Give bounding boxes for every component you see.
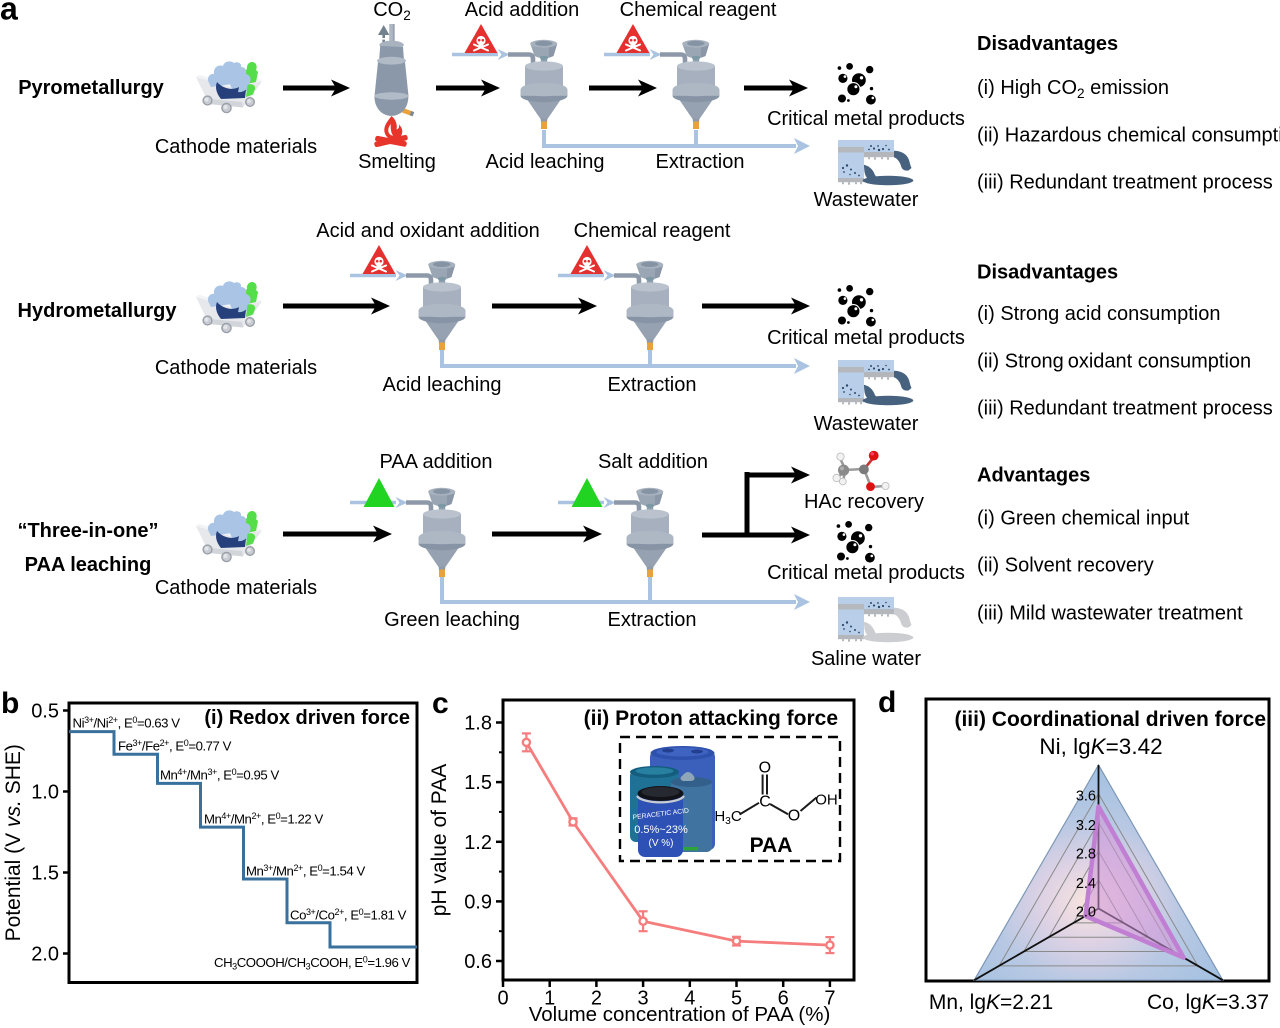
- svg-text:Acid and oxidant addition: Acid and oxidant addition: [316, 220, 540, 242]
- svg-text:Salt addition: Salt addition: [598, 451, 708, 473]
- svg-text:(ii) Solvent recovery: (ii) Solvent recovery: [977, 555, 1154, 577]
- svg-text:PAA leaching: PAA leaching: [25, 554, 152, 576]
- svg-text:(i) Strong acid consumption: (i) Strong acid consumption: [977, 303, 1220, 325]
- svg-text:Critical metal products: Critical metal products: [767, 108, 965, 130]
- svg-text:Acid leaching: Acid leaching: [486, 151, 605, 173]
- svg-text:2: 2: [591, 988, 602, 1010]
- svg-text:1.5: 1.5: [464, 772, 492, 794]
- svg-text:3.2: 3.2: [1076, 818, 1096, 834]
- svg-text:Hydrometallurgy: Hydrometallurgy: [18, 300, 178, 322]
- svg-text:(i) Green chemical input: (i) Green chemical input: [977, 508, 1190, 530]
- svg-text:Ni, lgK=3.42: Ni, lgK=3.42: [1039, 734, 1162, 759]
- svg-text:Cathode materials: Cathode materials: [155, 357, 317, 379]
- svg-text:Saline water: Saline water: [811, 648, 921, 670]
- svg-text:Mn, lgK=2.21: Mn, lgK=2.21: [929, 991, 1053, 1014]
- svg-text:d: d: [878, 686, 896, 719]
- svg-text:CO2​: CO2​: [373, 0, 411, 23]
- svg-text:Co, lgK=3.37: Co, lgK=3.37: [1147, 991, 1269, 1014]
- svg-text:(i) High CO2​ emission: (i) High CO2​ emission: [977, 77, 1169, 101]
- svg-text:(ii) Strong oxidant consumptio: (ii) Strong oxidant consumption: [977, 351, 1251, 373]
- svg-text:3.6: 3.6: [1076, 789, 1096, 805]
- svg-text:(i) Redox driven force: (i) Redox driven force: [204, 707, 410, 729]
- svg-text:Critical metal products: Critical metal products: [767, 562, 965, 584]
- svg-text:Mn4+​/Mn3+​, E0​=0.95 V: Mn4+​/Mn3+​, E0​=0.95 V: [160, 767, 279, 782]
- svg-text:2.8: 2.8: [1076, 847, 1096, 863]
- svg-text:Pyrometallurgy: Pyrometallurgy: [18, 77, 164, 99]
- svg-text:CH3​COOOH/CH3​COOH, E0​=1.96 V: CH3​COOOH/CH3​COOH, E0​=1.96 V: [214, 955, 411, 972]
- svg-text:pH value of PAA: pH value of PAA: [428, 764, 451, 917]
- svg-text:Extraction: Extraction: [608, 609, 697, 631]
- svg-text:5: 5: [731, 988, 742, 1010]
- svg-text:1.0: 1.0: [31, 782, 59, 804]
- svg-text:O: O: [788, 808, 800, 825]
- svg-text:Cathode materials: Cathode materials: [155, 577, 317, 599]
- svg-text:C: C: [759, 794, 771, 811]
- svg-text:Cathode materials: Cathode materials: [155, 136, 317, 158]
- svg-text:Potential (V vs. SHE): Potential (V vs. SHE): [2, 744, 25, 941]
- svg-text:Chemical reagent: Chemical reagent: [620, 0, 777, 21]
- svg-text:H3​C: H3​C: [714, 808, 742, 827]
- svg-text:Mn3+​/Mn2+​, E0​=1.54 V: Mn3+​/Mn2+​, E0​=1.54 V: [246, 863, 365, 878]
- svg-text:(ii) Hazardous chemical consum: (ii) Hazardous chemical consumption: [977, 125, 1280, 147]
- svg-text:“Three-in-one”: “Three-in-one”: [17, 520, 158, 542]
- svg-text:3: 3: [638, 988, 649, 1010]
- svg-text:Volume concentration of PAA (%: Volume concentration of PAA (%): [529, 1003, 831, 1026]
- svg-text:O: O: [759, 760, 771, 777]
- svg-text:Extraction: Extraction: [656, 151, 745, 173]
- svg-text:c: c: [432, 687, 449, 720]
- svg-text:PAA: PAA: [750, 834, 793, 857]
- svg-text:4: 4: [684, 988, 695, 1010]
- svg-text:b: b: [1, 687, 19, 720]
- svg-text:(iii) Redundant treatment proc: (iii) Redundant treatment process: [977, 398, 1273, 420]
- svg-text:HAc recovery: HAc recovery: [804, 491, 924, 513]
- svg-text:2.4: 2.4: [1076, 876, 1096, 892]
- svg-text:OH: OH: [815, 792, 838, 809]
- svg-text:(iii) Redundant treatment proc: (iii) Redundant treatment process: [977, 172, 1273, 194]
- svg-text:a: a: [0, 0, 18, 27]
- svg-text:Disadvantages: Disadvantages: [977, 33, 1118, 55]
- svg-text:0.6: 0.6: [464, 951, 492, 973]
- svg-text:Mn4+​/Mn2+​, E0​=1.22 V: Mn4+​/Mn2+​, E0​=1.22 V: [204, 811, 323, 826]
- svg-text:0.5: 0.5: [31, 701, 59, 723]
- svg-text:Acid addition: Acid addition: [465, 0, 580, 21]
- svg-text:Wastewater: Wastewater: [814, 189, 919, 211]
- svg-text:Co3+​/Co2+​, E0​=1.81 V: Co3+​/Co2+​, E0​=1.81 V: [290, 907, 407, 922]
- svg-text:Critical metal products: Critical metal products: [767, 327, 965, 349]
- svg-text:1: 1: [544, 988, 555, 1010]
- svg-text:7: 7: [824, 988, 835, 1010]
- svg-text:1.2: 1.2: [464, 832, 492, 854]
- svg-text:Acid leaching: Acid leaching: [383, 374, 502, 396]
- svg-text:Green leaching: Green leaching: [384, 609, 520, 631]
- svg-text:Fe3+​/Fe2+​, E0​=0.77 V: Fe3+​/Fe2+​, E0​=0.77 V: [118, 738, 232, 753]
- svg-text:(iii) Mild wastewater treatmen: (iii) Mild wastewater treatment: [977, 603, 1243, 625]
- svg-text:2.0: 2.0: [1076, 905, 1096, 921]
- svg-text:Ni3+​/Ni2+​, E0​=0.63 V: Ni3+​/Ni2+​, E0​=0.63 V: [73, 715, 181, 730]
- svg-text:0: 0: [497, 988, 508, 1010]
- svg-text:Smelting: Smelting: [358, 151, 436, 173]
- svg-text:Wastewater: Wastewater: [814, 413, 919, 435]
- svg-text:2.0: 2.0: [31, 944, 59, 966]
- svg-text:Chemical reagent: Chemical reagent: [574, 220, 731, 242]
- svg-text:PAA addition: PAA addition: [379, 451, 492, 473]
- svg-text:(iii) Coordinational driven fo: (iii) Coordinational driven force: [954, 708, 1266, 731]
- svg-text:Disadvantages: Disadvantages: [977, 262, 1118, 284]
- svg-text:Extraction: Extraction: [608, 374, 697, 396]
- svg-text:Advantages: Advantages: [977, 465, 1090, 487]
- svg-text:0.5%~23%: 0.5%~23%: [634, 824, 688, 836]
- svg-text:(ii) Proton attacking force: (ii) Proton attacking force: [584, 707, 838, 730]
- svg-text:1.8: 1.8: [464, 713, 492, 735]
- svg-text:(V %): (V %): [649, 838, 674, 849]
- svg-text:6: 6: [778, 988, 789, 1010]
- svg-text:0.9: 0.9: [464, 891, 492, 913]
- svg-text:1.5: 1.5: [31, 863, 59, 885]
